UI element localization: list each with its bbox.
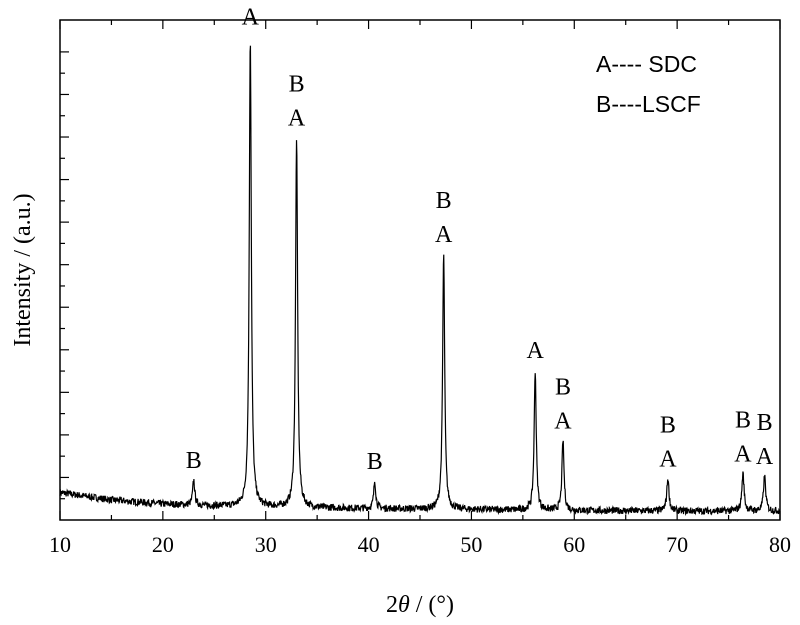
x-tick-label: 80 xyxy=(769,532,791,557)
peak-label: A xyxy=(734,442,752,468)
x-tick-label: 20 xyxy=(152,532,174,557)
x-axis-title: 2θ / (°) xyxy=(386,592,454,618)
x-tick-label: 50 xyxy=(460,532,482,557)
peak-label: B xyxy=(660,412,676,438)
x-tick-label: 60 xyxy=(563,532,585,557)
x-tick-label: 40 xyxy=(358,532,380,557)
peak-label: A xyxy=(554,408,572,434)
peak-label: A xyxy=(527,338,545,364)
x-tick-label: 10 xyxy=(49,532,71,557)
peak-label: A xyxy=(435,222,453,248)
axis-ticks xyxy=(59,20,781,520)
peak-label: B xyxy=(289,71,305,97)
y-axis-title: Intensity / (a.u.) xyxy=(10,193,36,346)
peak-label: A xyxy=(242,5,260,31)
legend-entry-lscf: B----LSCF xyxy=(596,91,701,117)
peak-label: A xyxy=(659,446,677,472)
peak-label: B xyxy=(186,448,202,474)
peak-label: B xyxy=(757,410,773,436)
legend-entry-sdc: A---- SDC xyxy=(596,51,697,77)
peak-label: B xyxy=(555,374,571,400)
peak-label: A xyxy=(756,444,774,470)
peak-label: B xyxy=(735,408,751,434)
peak-label: A xyxy=(288,105,306,131)
x-tick-label: 70 xyxy=(666,532,688,557)
diffraction-trace xyxy=(59,45,781,516)
peak-label: B xyxy=(436,188,452,214)
x-tick-label: 30 xyxy=(255,532,277,557)
peak-label: B xyxy=(367,449,383,475)
x-tick-labels: 10 20 30 40 50 60 70 80 xyxy=(49,532,791,557)
